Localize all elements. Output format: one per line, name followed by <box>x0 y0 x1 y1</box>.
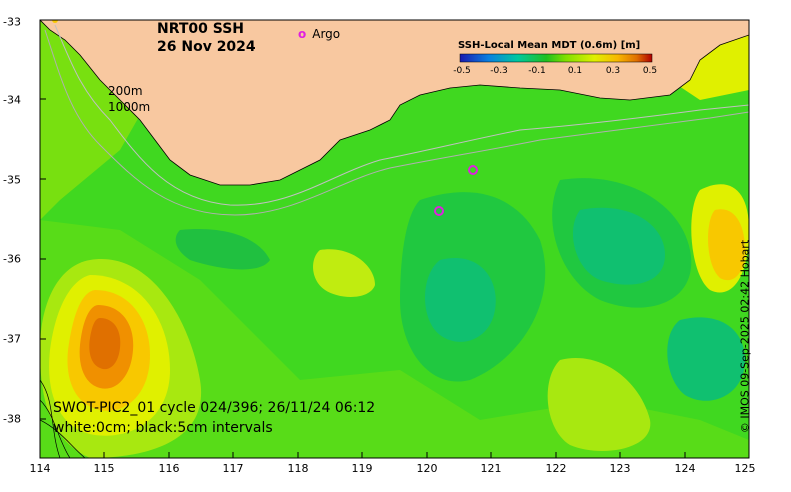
colorbar <box>459 53 653 63</box>
ssh-field-south <box>40 220 749 458</box>
y-tick-label: -37 <box>3 332 21 346</box>
isobath-1000m <box>44 29 749 216</box>
x-tick-label: 121 <box>480 462 502 475</box>
ssh-eddy-cool-east-core <box>572 207 665 285</box>
x-tick-label: 115 <box>93 462 115 475</box>
x-tick-label: 119 <box>351 462 373 475</box>
map-date: 26 Nov 2024 <box>157 39 256 55</box>
isobath-200m <box>54 24 749 206</box>
ssh-eddy-warm-core <box>89 318 121 370</box>
ssh-eddy-cool-se <box>667 317 745 401</box>
argo-float <box>52 20 58 23</box>
x-tick-label: 123 <box>609 462 631 475</box>
caption-line2: white:0cm; black:5cm intervals <box>53 420 273 436</box>
x-tick-label: 124 <box>674 462 696 475</box>
ssh-eddy-cool-west <box>175 229 270 270</box>
y-tick-label: -33 <box>3 15 21 29</box>
colorbar-tick: 0.5 <box>642 66 658 76</box>
x-tick-label: 117 <box>222 462 244 475</box>
x-tick-label: 120 <box>416 462 438 475</box>
depth-label-200m: 200m <box>108 84 143 98</box>
ssh-eddy-cool-center-core <box>425 258 496 342</box>
y-tick-label: -36 <box>3 252 21 266</box>
plot-frame <box>39 19 750 459</box>
contour-5cm <box>40 399 71 458</box>
argo-legend-label: Argo <box>312 27 341 41</box>
x-tick-label: 125 <box>734 462 756 475</box>
argo-float <box>468 165 478 175</box>
contour-5cm <box>40 419 86 458</box>
argo-legend: o Argo <box>298 27 340 41</box>
y-tick-label: -34 <box>3 93 21 107</box>
ssh-eddy-warm-south <box>547 358 651 452</box>
ssh-eddy-warm-east-core <box>708 209 745 281</box>
x-tick-label: 116 <box>158 462 180 475</box>
contour-5cm <box>40 379 61 458</box>
colorbar-tick: -0.1 <box>528 66 546 76</box>
colorbar-tick: -0.3 <box>490 66 508 76</box>
x-tick-label: 122 <box>545 462 567 475</box>
plot-area <box>40 20 749 458</box>
argo-float <box>434 206 444 216</box>
y-tick-label: -35 <box>3 173 21 187</box>
caption-line1: SWOT-PIC2_01 cycle 024/396; 26/11/24 06:… <box>53 400 376 416</box>
colorbar-title: SSH-Local Mean MDT (0.6m) [m] <box>458 40 641 51</box>
x-tick-label: 118 <box>287 462 309 475</box>
x-tick-label: 114 <box>29 462 51 475</box>
x-tick-marks <box>39 452 750 458</box>
colorbar-tick: 0.1 <box>567 66 583 76</box>
argo-marker-icon: o <box>298 27 307 41</box>
depth-label-1000m: 1000m <box>108 100 151 114</box>
ssh-eddy-warm-mid <box>313 249 375 297</box>
credit-text: © IMOS 09-Sep-2025 02:42 Hobart <box>738 239 752 434</box>
map-title: NRT00 SSH <box>157 21 245 37</box>
y-tick-marks <box>40 19 46 420</box>
y-tick-label: -38 <box>3 412 21 426</box>
colorbar-tick: -0.5 <box>453 66 471 76</box>
colorbar-tick: 0.3 <box>605 66 621 76</box>
